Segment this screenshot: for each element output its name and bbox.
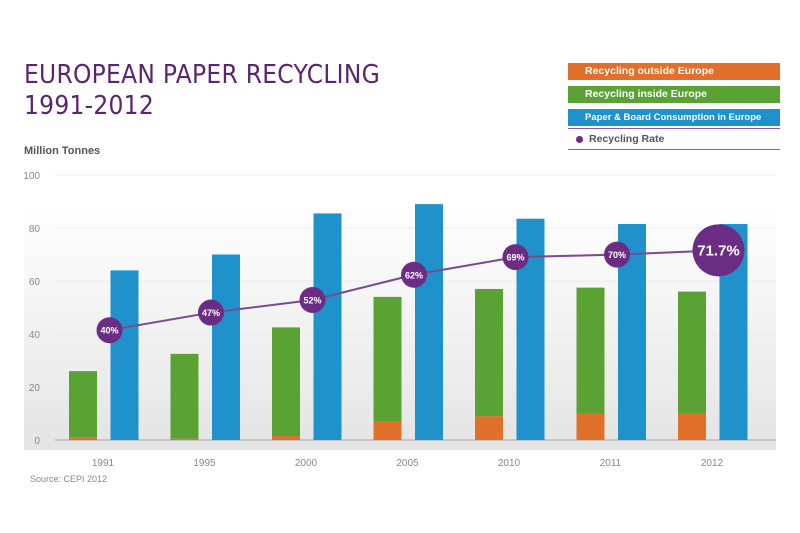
x-tick-label: 2012 xyxy=(701,458,724,469)
rate-marker xyxy=(96,317,123,344)
legend-inside: Recycling inside Europe xyxy=(568,86,780,103)
bar-recycling-inside xyxy=(69,371,97,438)
x-tick-label: 2010 xyxy=(498,458,521,469)
legend-consumption: Paper & Board Consumption in Europe xyxy=(568,109,780,126)
title-line-1: EUROPEAN PAPER RECYCLING xyxy=(24,60,381,90)
bar-consumption xyxy=(110,270,139,440)
x-tick-label: 1995 xyxy=(193,458,216,469)
x-tick-label: 2000 xyxy=(295,458,318,469)
rate-label: 69% xyxy=(506,253,524,263)
title-line-2: 1991-2012 xyxy=(24,91,154,121)
chart-title: EUROPEAN PAPER RECYCLING 1991-2012 xyxy=(24,60,380,122)
legend-rate-label: Recycling Rate xyxy=(589,133,665,145)
legend-outside: Recycling outside Europe xyxy=(568,63,780,80)
rate-label: 47% xyxy=(202,308,220,318)
rate-marker xyxy=(198,299,224,326)
bar-recycling-inside xyxy=(272,327,300,437)
rate-marker xyxy=(692,224,745,277)
bar-recycling-outside xyxy=(170,438,199,440)
x-tick-label: 2005 xyxy=(396,458,419,469)
source-note: Source: CEPI 2012 xyxy=(30,474,108,484)
legend: Recycling outside Europe Recycling insid… xyxy=(568,63,780,156)
y-axis-label: Million Tonnes xyxy=(24,145,101,157)
bar-consumption xyxy=(212,254,240,440)
bar-recycling-inside xyxy=(475,288,503,417)
rate-marker xyxy=(401,261,427,288)
bar-consumption xyxy=(313,213,342,440)
bar-recycling-inside xyxy=(170,353,199,439)
bar-recycling-outside xyxy=(373,421,402,440)
y-tick-label: 100 xyxy=(23,171,40,182)
x-tick-label: 2011 xyxy=(600,458,622,469)
legend-rate: Recycling Rate xyxy=(568,128,780,150)
rate-label: 52% xyxy=(303,295,321,305)
rate-dot-icon xyxy=(576,135,583,143)
bar-consumption xyxy=(415,204,443,440)
y-tick-label: 40 xyxy=(29,330,41,341)
rate-marker xyxy=(502,244,529,271)
x-tick-label: 1991 xyxy=(92,458,115,469)
rate-label: 62% xyxy=(405,270,423,280)
bar-recycling-inside xyxy=(373,296,402,422)
rate-marker xyxy=(299,286,326,313)
bar-recycling-inside xyxy=(678,291,706,414)
bar-recycling-outside xyxy=(272,436,300,440)
bar-recycling-outside xyxy=(69,437,97,440)
rate-marker xyxy=(604,241,630,268)
bar-recycling-outside xyxy=(576,413,605,440)
rate-label: 40% xyxy=(100,326,118,336)
y-tick-label: 0 xyxy=(34,436,40,447)
y-tick-label: 20 xyxy=(29,383,41,394)
y-tick-label: 60 xyxy=(29,277,41,288)
bar-recycling-inside xyxy=(576,287,605,414)
bar-recycling-outside xyxy=(678,413,706,440)
y-tick-label: 80 xyxy=(29,224,41,235)
bar-recycling-outside xyxy=(475,416,503,440)
rate-label: 70% xyxy=(608,250,626,260)
rate-label: 71.7% xyxy=(697,242,740,259)
